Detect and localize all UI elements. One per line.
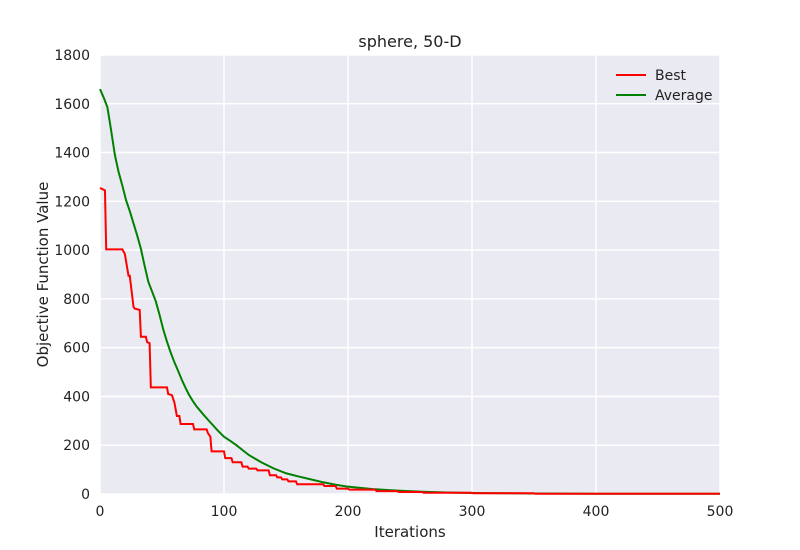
x-tick-labels: 0 100 200 300 400 500 (96, 504, 734, 520)
y-tick-label: 0 (81, 487, 90, 503)
y-axis-label: Objective Function Value (34, 182, 52, 368)
y-tick-label: 1000 (54, 243, 90, 259)
x-tick-label: 200 (335, 504, 362, 520)
y-tick-label: 600 (63, 341, 90, 357)
y-tick-label: 1200 (54, 194, 90, 210)
x-tick-label: 0 (96, 504, 105, 520)
legend-label-average: Average (655, 88, 713, 104)
grid-lines (99, 54, 721, 495)
y-tick-label: 1800 (54, 48, 90, 64)
x-tick-label: 400 (583, 504, 610, 520)
legend-label-best: Best (655, 68, 687, 84)
chart-title: sphere, 50-D (358, 32, 461, 51)
y-tick-labels: 0 200 400 600 800 1000 1200 1400 1600 1800 (54, 48, 90, 503)
plot-background (100, 55, 720, 494)
x-tick-label: 300 (459, 504, 486, 520)
y-tick-label: 400 (63, 389, 90, 405)
x-tick-label: 500 (707, 504, 734, 520)
series-line-best (99, 187, 720, 495)
y-tick-label: 1400 (54, 146, 90, 162)
legend: Best Average (616, 68, 713, 104)
x-axis-label: Iterations (374, 523, 446, 541)
series-line-average (99, 88, 720, 495)
y-tick-label: 1600 (54, 97, 90, 113)
y-tick-label: 800 (63, 292, 90, 308)
series-layer (99, 88, 720, 495)
y-tick-label: 200 (63, 438, 90, 454)
x-tick-label: 100 (211, 504, 238, 520)
